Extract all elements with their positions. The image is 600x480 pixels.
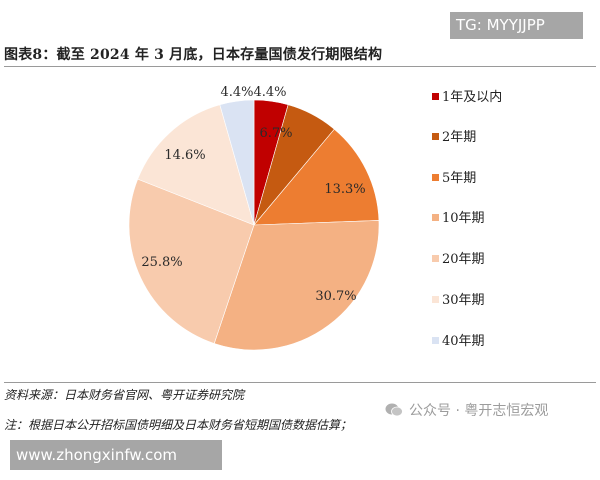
legend-item-40y: 40年期 — [432, 334, 485, 350]
pie-label: 25.8% — [141, 255, 182, 270]
watermark-tg-badge: TG: MYYJJPP — [450, 12, 583, 39]
legend-label: 40年期 — [442, 334, 485, 349]
pie-label: 13.3% — [324, 182, 365, 197]
legend-label: 20年期 — [442, 252, 485, 267]
legend-item-5y: 5年期 — [432, 171, 476, 187]
pie-label: 4.4% — [253, 85, 286, 100]
legend-swatch — [432, 133, 439, 140]
legend-swatch — [432, 296, 439, 303]
legend-swatch — [432, 214, 439, 221]
legend-swatch — [432, 255, 439, 262]
legend-swatch — [432, 93, 439, 100]
legend-label: 30年期 — [442, 293, 485, 308]
legend-item-2y: 2年期 — [432, 130, 476, 146]
legend-item-10y: 10年期 — [432, 211, 485, 227]
pie-label: 14.6% — [164, 148, 205, 163]
note-text: 注：根据日本公开招标国债明细及日本财务省短期国债数据估算； — [4, 418, 353, 432]
pie-slice-3 — [253, 128, 380, 226]
legend-item-30y: 30年期 — [432, 293, 485, 309]
legend-label: 2年期 — [442, 130, 477, 145]
legend-label: 5年期 — [442, 171, 477, 186]
wechat-watermark: 公众号 · 粤开志恒宏观 — [385, 400, 548, 420]
pie-labels: 4.4% 6.7% 13.3% 30.7% 25.8% 14.6% 4.4% — [141, 85, 365, 304]
legend-swatch — [432, 174, 439, 181]
legend-item-20y: 20年期 — [432, 252, 485, 268]
pie-slice-5 — [128, 178, 255, 344]
legend-label: 1年及以内 — [442, 90, 503, 105]
legend-item-1y: 1年及以内 — [432, 90, 502, 106]
legend-swatch — [432, 337, 439, 344]
title-divider — [4, 66, 596, 67]
pie-slice-7 — [219, 99, 255, 226]
pie-slice-6 — [137, 104, 255, 226]
watermark-url-badge: www.zhongxinfw.com — [10, 440, 222, 470]
pie-slice-4 — [213, 220, 380, 351]
source-text: 资料来源：日本财务省官网、粤开证券研究院 — [4, 388, 245, 402]
source-divider — [4, 382, 596, 383]
chart-title: 图表8：截至 2024 年 3 月底，日本存量国债发行期限结构 — [4, 47, 383, 63]
pie-label: 4.4% — [220, 85, 253, 100]
pie-slices — [128, 99, 380, 351]
pie-label: 6.7% — [259, 126, 292, 141]
wechat-watermark-text: 公众号 · 粤开志恒宏观 — [409, 403, 549, 419]
wechat-icon — [385, 403, 403, 417]
legend-label: 10年期 — [442, 211, 485, 226]
pie-label: 30.7% — [315, 289, 356, 304]
